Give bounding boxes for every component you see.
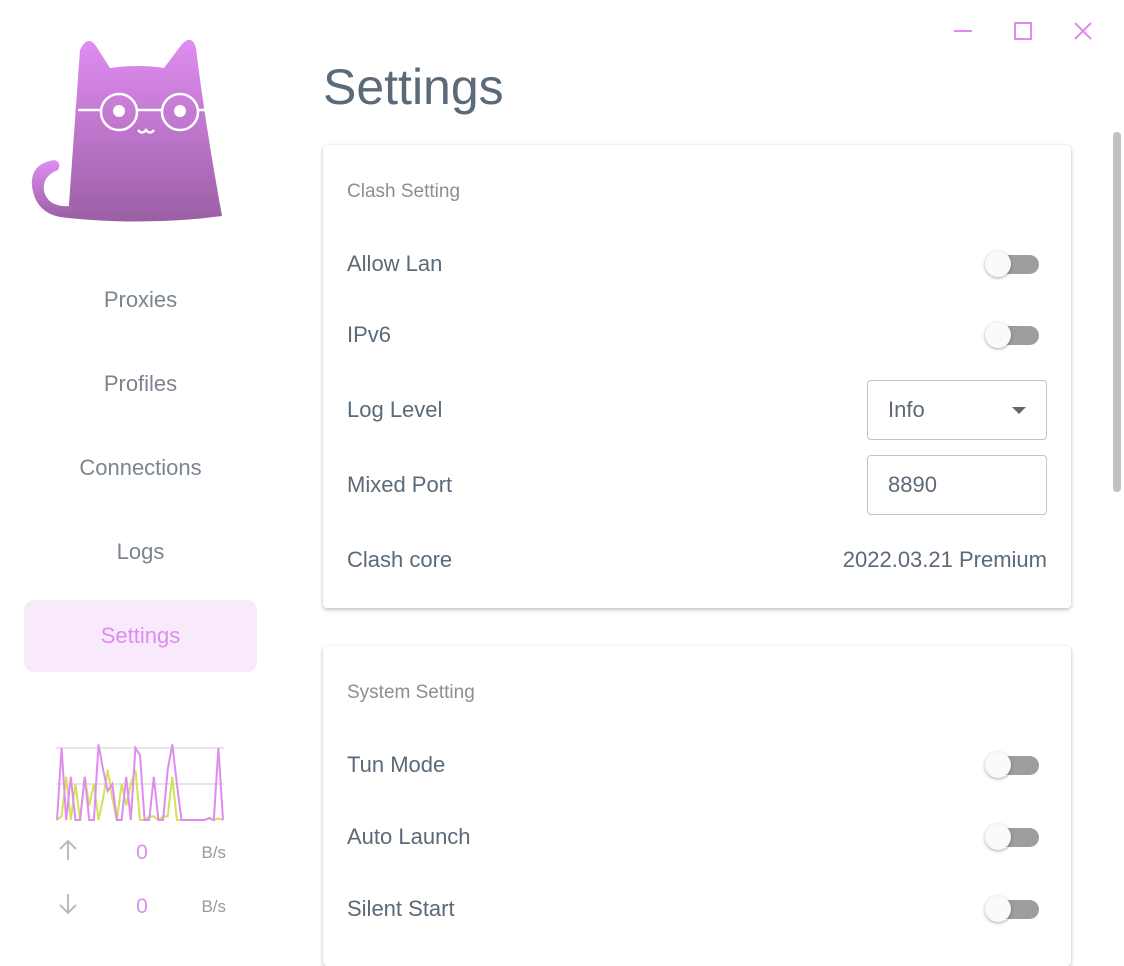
clash-core-version: 2022.03.21 Premium: [842, 547, 1047, 572]
tun-mode-row: Tun Mode: [347, 740, 1047, 790]
download-unit: B/s: [201, 897, 226, 916]
auto-launch-row: Auto Launch: [347, 812, 1047, 862]
download-value: 0: [136, 895, 148, 918]
clash-setting-card: Clash Setting Allow Lan IPv6 Log Level I…: [323, 145, 1071, 608]
clash-core-row: Clash core 2022.03.21 Premium: [347, 535, 1047, 585]
tun-mode-toggle[interactable]: [985, 750, 1041, 780]
auto-launch-toggle[interactable]: [985, 822, 1041, 852]
select-value: Info: [888, 397, 925, 422]
setting-label: Silent Start: [347, 896, 455, 921]
maximize-button[interactable]: [1008, 16, 1038, 46]
traffic-graph: [56, 744, 224, 822]
allow-lan-toggle[interactable]: [985, 249, 1041, 279]
allow-lan-row: Allow Lan: [347, 239, 1047, 289]
sidebar-item-proxies[interactable]: Proxies: [24, 264, 257, 336]
sidebar-item-connections[interactable]: Connections: [24, 432, 257, 504]
arrow-up-icon: [56, 838, 92, 868]
upload-unit: B/s: [201, 843, 226, 862]
download-speed: 0 B/s: [56, 892, 226, 922]
arrow-down-icon: [56, 892, 92, 922]
log-level-select[interactable]: Info: [867, 380, 1047, 440]
card-title: Clash Setting: [347, 181, 461, 202]
sidebar-item-settings[interactable]: Settings: [24, 600, 257, 672]
sidebar-item-label: Profiles: [103, 371, 178, 396]
setting-label: Auto Launch: [347, 824, 471, 849]
upload-series-line: [56, 744, 224, 822]
caret-down-icon: [1012, 407, 1026, 414]
sidebar-item-label: Settings: [100, 623, 181, 648]
setting-label: Allow Lan: [347, 251, 443, 276]
setting-label: Tun Mode: [347, 752, 446, 777]
clash-cat-logo: [31, 39, 222, 222]
silent-start-row: Silent Start: [347, 884, 1047, 934]
scrollbar[interactable]: [1113, 132, 1121, 492]
setting-label: Mixed Port: [347, 472, 453, 497]
input-value: 8890: [888, 472, 937, 497]
maximize-icon: [1014, 22, 1032, 40]
silent-start-toggle[interactable]: [985, 894, 1041, 924]
page-title: Settings: [323, 59, 504, 115]
upload-value: 0: [136, 841, 148, 864]
system-setting-card: System Setting Tun Mode Auto Launch Sile…: [323, 646, 1071, 966]
minimize-icon: [954, 30, 972, 32]
setting-label: Clash core: [347, 547, 453, 572]
sidebar: Proxies Profiles Connections Logs Settin…: [0, 0, 282, 937]
ipv6-toggle[interactable]: [985, 320, 1041, 350]
setting-label: IPv6: [347, 322, 392, 347]
close-button[interactable]: [1068, 16, 1098, 46]
sidebar-item-logs[interactable]: Logs: [24, 516, 257, 588]
sidebar-item-label: Logs: [116, 539, 165, 564]
card-title: System Setting: [347, 682, 475, 703]
minimize-button[interactable]: [948, 16, 978, 46]
log-level-row: Log Level Info: [347, 380, 1047, 440]
sidebar-item-label: Connections: [79, 455, 202, 480]
ipv6-row: IPv6: [347, 310, 1047, 360]
sidebar-item-label: Proxies: [103, 287, 178, 312]
close-icon: [1074, 22, 1092, 40]
sidebar-item-profiles[interactable]: Profiles: [24, 348, 257, 420]
setting-label: Log Level: [347, 397, 443, 422]
upload-speed: 0 B/s: [56, 838, 226, 868]
mixed-port-row: Mixed Port 8890: [347, 455, 1047, 515]
mixed-port-input[interactable]: 8890: [867, 455, 1047, 515]
